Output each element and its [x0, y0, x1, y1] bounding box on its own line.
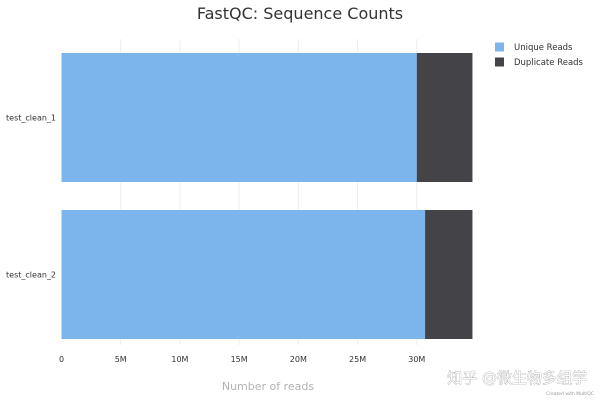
- x-axis-ticks: 0 5M 10M 15M 20M 25M 30M: [59, 355, 425, 364]
- category-label: test_clean_2: [6, 271, 56, 280]
- legend-swatch: [495, 57, 504, 67]
- x-axis-title: Number of reads: [222, 380, 315, 393]
- x-tick-label: 5M: [115, 355, 127, 364]
- credit-text: Created with MultiQC: [546, 391, 594, 397]
- x-tick-label: 15M: [231, 355, 248, 364]
- legend-item-unique-reads[interactable]: Unique Reads: [495, 42, 573, 54]
- unique-reads-bar[interactable]: [61, 210, 426, 339]
- x-tick-label: 10M: [171, 355, 188, 364]
- legend-swatch: [495, 42, 504, 52]
- unique-reads-bar[interactable]: [61, 53, 417, 182]
- legend-label: Duplicate Reads: [514, 58, 584, 68]
- legend-label: Unique Reads: [514, 43, 573, 53]
- category-labels: test_clean_1 test_clean_2: [6, 114, 56, 280]
- duplicate-reads-bar[interactable]: [416, 53, 473, 182]
- x-tick-label: 30M: [408, 355, 425, 364]
- legend[interactable]: Unique Reads Duplicate Reads: [495, 42, 584, 69]
- x-tick-label: 25M: [349, 355, 366, 364]
- bar-series: [61, 53, 473, 339]
- x-tick-label: 20M: [290, 355, 307, 364]
- duplicate-reads-bar[interactable]: [425, 210, 473, 339]
- watermark: 知乎 @微生物多组学: [447, 369, 587, 387]
- legend-item-duplicate-reads[interactable]: Duplicate Reads: [495, 57, 584, 69]
- category-label: test_clean_1: [6, 114, 56, 123]
- x-tick-label: 0: [59, 355, 64, 364]
- chart-title: FastQC: Sequence Counts: [197, 4, 403, 23]
